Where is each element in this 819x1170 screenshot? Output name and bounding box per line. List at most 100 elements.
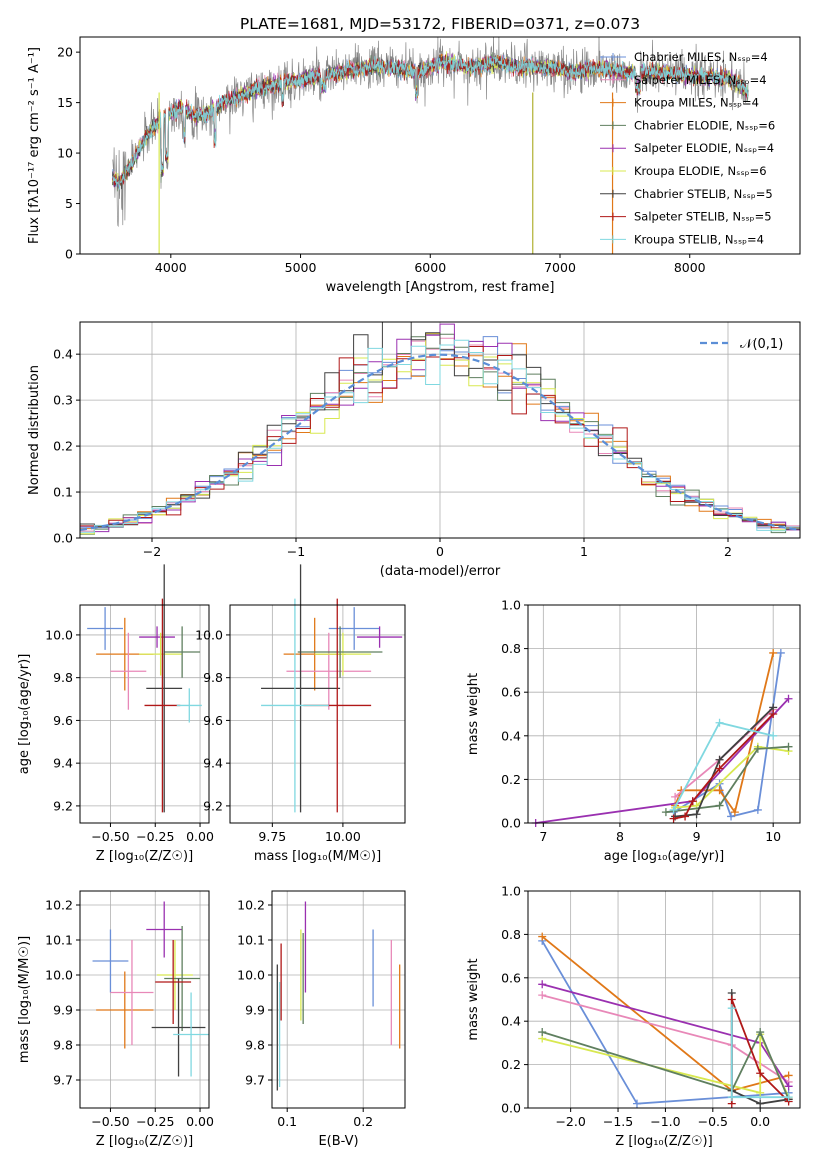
- mass-weight-marker: [753, 744, 762, 753]
- x-tick-label: 8000: [674, 260, 706, 275]
- plot-area: [538, 932, 793, 1108]
- plot-area: [531, 648, 793, 827]
- mass-weight-marker: [688, 797, 697, 806]
- mass-weight-marker: [727, 1004, 736, 1013]
- y-axis-label: mass weight: [466, 958, 481, 1040]
- x-tick-label: −0.25: [136, 829, 174, 844]
- plot-area: [276, 901, 401, 1091]
- y-tick-label: 9.8: [245, 1038, 265, 1053]
- y-tick-label: 9.6: [53, 713, 73, 728]
- axes-frame: [229, 604, 406, 824]
- mass-weight-marker: [756, 1088, 765, 1097]
- legend-entry: Salpeter STELIB, Nₛₛₚ=5: [634, 210, 772, 224]
- plot-area: [80, 322, 800, 538]
- mass-weight-marker: [727, 1093, 736, 1102]
- error-point: [157, 940, 193, 1010]
- legend-entry: Kroupa STELIB, Nₛₛₚ=4: [634, 232, 764, 246]
- panel-6: −0.50 −0.25 0.00 9.7 9.8 9.9 10.0 10.1 10.2 Z [lo…: [17, 890, 214, 1149]
- x-tick-label: −2.0: [555, 1114, 585, 1129]
- x-tick-label: 4000: [155, 260, 187, 275]
- x-tick-label: 0.2: [353, 1114, 373, 1129]
- x-tick-label: 7000: [544, 260, 576, 275]
- error-point: [164, 626, 201, 678]
- y-tick-label: 10.2: [237, 898, 265, 913]
- mass-weight-series: [541, 1029, 790, 1100]
- x-axis-label: wavelength [Angstrom, rest frame]: [326, 280, 555, 295]
- x-axis-label: Z [log₁₀(Z/Z☉)]: [615, 1134, 712, 1149]
- error-point: [297, 626, 383, 678]
- panel-3: −0.50 −0.25 0.00 9.2 9.4 9.6 9.8 10.0 Z [log₁₀(Z…: [17, 564, 214, 864]
- mass-weight-marker: [671, 792, 680, 801]
- model-spectrum: [112, 55, 749, 190]
- y-tick-label: 10: [57, 146, 73, 161]
- axes-frame: [79, 36, 801, 255]
- error-point: [146, 564, 183, 813]
- axes-frame: [79, 890, 210, 1109]
- y-tick-label: 5: [65, 196, 73, 211]
- x-tick-label: −2: [143, 544, 161, 559]
- mass-weight-marker: [756, 1099, 765, 1108]
- y-tick-label: 0.0: [501, 816, 521, 831]
- y-tick-label: 9.7: [53, 1073, 73, 1088]
- axes-frame: [527, 890, 801, 1109]
- mass-weight-marker: [632, 1099, 641, 1108]
- y-tick-label: 9.2: [53, 798, 73, 813]
- y-axis-label: age [log₁₀(age/yr)]: [17, 654, 32, 775]
- mass-weight-marker: [661, 808, 670, 817]
- legend: 𝒩(0,1): [700, 337, 783, 352]
- x-tick-label: −1.0: [650, 1114, 680, 1129]
- x-tick-label: 9: [693, 829, 701, 844]
- y-axis-label: mass [log₁₀(M/M☉)]: [17, 936, 32, 1063]
- y-tick-label: 20: [57, 45, 73, 60]
- mass-weight-marker: [756, 1069, 765, 1078]
- error-point: [155, 940, 192, 1024]
- plot-area: [92, 901, 209, 1077]
- mass-weight-marker: [727, 812, 736, 821]
- error-point: [314, 632, 372, 676]
- error-point: [139, 626, 175, 648]
- y-tick-label: 0.3: [53, 393, 73, 408]
- mass-weight-marker: [769, 710, 778, 718]
- mass-weight-marker: [538, 1028, 547, 1037]
- legend-entry: Salpeter ELODIE, Nₛₛₚ=4: [634, 141, 774, 155]
- x-tick-label: −0.25: [136, 1114, 174, 1129]
- error-point: [110, 632, 147, 710]
- error-point: [357, 626, 403, 648]
- mass-weight-series: [673, 652, 782, 818]
- x-tick-label: −0.50: [91, 829, 129, 844]
- y-tick-label: 1.0: [501, 884, 521, 899]
- legend-entry: Kroupa ELODIE, Nₛₛₚ=6: [634, 164, 767, 178]
- mass-weight-marker: [715, 755, 724, 764]
- y-tick-label: 10.1: [237, 933, 265, 948]
- y-tick-label: 9.8: [203, 670, 223, 685]
- x-tick-label: 9.75: [258, 829, 286, 844]
- y-tick-label: 9.7: [245, 1073, 265, 1088]
- y-tick-label: 15: [57, 95, 73, 110]
- x-tick-label: 8: [616, 829, 624, 844]
- mass-weight-marker: [769, 731, 778, 740]
- y-tick-label: 9.8: [53, 670, 73, 685]
- error-point: [164, 926, 201, 1031]
- error-point: [92, 929, 129, 993]
- error-point: [139, 632, 183, 676]
- legend: Chabrier MILES, Nₛₛₚ=4 Salpeter MILES, Nₛ…: [600, 50, 775, 246]
- y-tick-label: 0: [65, 247, 73, 262]
- mass-weight-marker: [784, 742, 793, 751]
- mass-weight-marker: [692, 810, 701, 819]
- y-tick-label: 0.2: [501, 1057, 521, 1072]
- error-point: [328, 607, 380, 650]
- legend-entry: 𝒩(0,1): [740, 337, 783, 352]
- x-axis-label: E(B-V): [318, 1134, 358, 1149]
- y-tick-label: 0.0: [501, 1101, 521, 1116]
- y-tick-label: 0.2: [53, 439, 73, 454]
- error-point: [96, 971, 154, 1049]
- y-tick-label: 0.8: [501, 927, 521, 942]
- y-tick-label: 0.1: [53, 485, 73, 500]
- axes-frame: [79, 321, 801, 539]
- y-tick-label: 10.0: [237, 968, 265, 983]
- error-point: [144, 598, 181, 813]
- legend-entry: Kroupa MILES, Nₛₛₚ=4: [634, 96, 759, 110]
- error-point: [110, 940, 154, 1045]
- y-tick-label: 10.0: [45, 968, 73, 983]
